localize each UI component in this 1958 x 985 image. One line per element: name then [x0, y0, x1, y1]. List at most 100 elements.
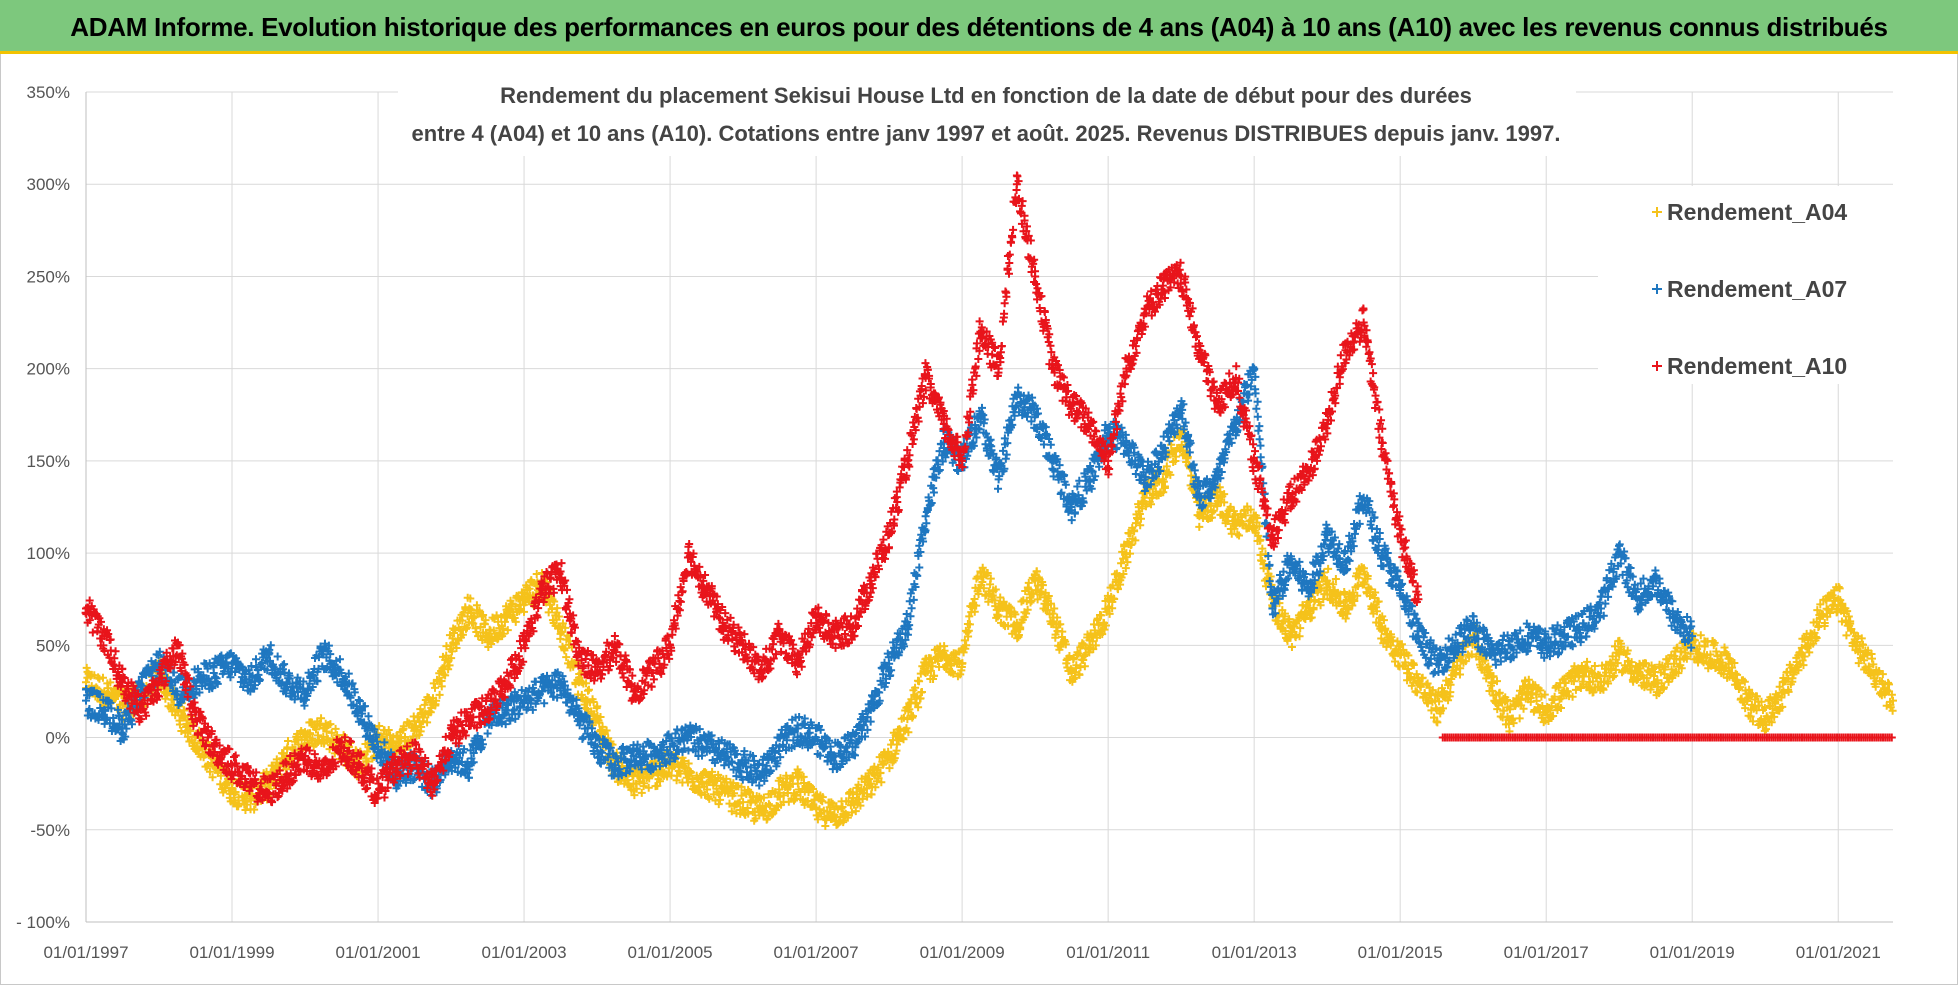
data-point	[865, 774, 874, 783]
data-point	[722, 774, 731, 783]
data-point	[444, 665, 453, 674]
data-point	[442, 651, 451, 660]
data-point	[466, 594, 475, 603]
data-point	[624, 780, 633, 789]
data-point	[848, 788, 857, 797]
data-point	[803, 796, 812, 805]
data-point	[1296, 624, 1305, 633]
data-point	[262, 767, 271, 776]
data-point	[510, 614, 519, 623]
data-point	[653, 781, 662, 790]
data-point	[469, 619, 478, 628]
data-point	[680, 756, 689, 765]
data-point	[520, 607, 529, 616]
data-point	[759, 793, 768, 802]
data-point	[584, 685, 593, 694]
data-point	[472, 627, 481, 636]
data-point	[250, 805, 259, 814]
data-point	[1515, 714, 1524, 723]
data-point	[582, 704, 591, 713]
data-point	[437, 682, 446, 691]
data-point	[399, 722, 408, 731]
data-point	[492, 611, 501, 620]
data-point	[312, 725, 321, 734]
data-point	[795, 768, 804, 777]
data-point	[854, 780, 863, 789]
data-point	[461, 624, 470, 633]
data-point	[202, 762, 211, 771]
data-point	[885, 764, 894, 773]
data-point	[838, 803, 847, 811]
data-point	[727, 783, 736, 792]
data-point	[583, 686, 592, 695]
data-point	[705, 794, 714, 803]
data-point	[863, 792, 872, 801]
data-point	[553, 604, 562, 613]
series-layer	[81, 171, 1897, 831]
data-point	[417, 723, 426, 732]
data-point	[1583, 657, 1592, 666]
data-point	[266, 641, 275, 650]
data-point	[827, 798, 836, 807]
data-point	[363, 747, 372, 756]
banner-title: ADAM Informe. Evolution historique des p…	[70, 12, 1888, 42]
data-point	[459, 608, 468, 617]
data-point	[877, 778, 886, 787]
data-point	[441, 671, 450, 680]
data-point	[915, 563, 924, 572]
data-point	[511, 602, 520, 611]
data-point	[589, 697, 598, 706]
data-point	[550, 597, 559, 606]
data-point	[994, 484, 1003, 493]
data-point	[712, 776, 721, 785]
data-point	[1046, 440, 1055, 449]
data-point	[970, 595, 979, 604]
data-point	[637, 788, 646, 797]
data-point	[582, 679, 591, 688]
data-point	[632, 784, 641, 793]
data-point	[503, 626, 512, 635]
data-point	[714, 800, 723, 809]
data-point	[593, 702, 602, 711]
data-point	[716, 795, 725, 804]
data-point	[562, 653, 571, 662]
data-point	[905, 597, 914, 606]
data-point	[186, 727, 195, 736]
data-point	[177, 726, 186, 735]
data-point	[851, 807, 860, 816]
data-point	[420, 700, 429, 709]
data-point	[511, 617, 520, 626]
data-point	[708, 767, 717, 776]
data-point	[545, 600, 554, 609]
data-point	[479, 611, 488, 620]
data-point	[751, 797, 760, 806]
data-point	[499, 629, 508, 638]
data-point	[222, 781, 231, 790]
data-point	[106, 678, 115, 687]
data-point	[458, 630, 467, 639]
data-point	[1411, 687, 1420, 696]
data-point	[423, 718, 432, 727]
data-point	[813, 815, 822, 824]
data-point	[554, 612, 563, 621]
data-point	[306, 730, 315, 739]
data-point	[730, 789, 739, 798]
data-point	[874, 763, 883, 772]
data-point	[219, 788, 228, 797]
data-point	[727, 807, 736, 816]
data-point	[744, 809, 753, 818]
data-point	[205, 767, 214, 776]
data-point	[483, 729, 492, 738]
data-point	[208, 773, 217, 782]
data-point	[684, 759, 693, 768]
data-point	[547, 605, 556, 614]
data-point	[98, 673, 107, 682]
data-point	[1195, 522, 1204, 531]
data-point	[447, 654, 456, 663]
data-point	[809, 785, 818, 794]
data-point	[1493, 705, 1502, 714]
report-banner: ADAM Informe. Evolution historique des p…	[0, 0, 1958, 54]
data-point	[384, 725, 393, 734]
data-point	[234, 799, 243, 808]
